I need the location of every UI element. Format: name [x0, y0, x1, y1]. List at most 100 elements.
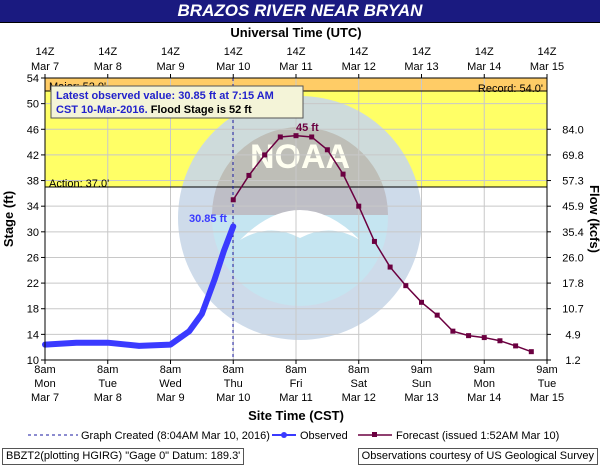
- hydrograph-chart: NOAA Major: 52.0' Record: 54.0' Action: …: [1, 25, 600, 442]
- forecast-point: [481, 335, 487, 341]
- noaa-seal-upper: [212, 127, 388, 215]
- observed-point: [199, 311, 205, 317]
- bottom-tick-day: Sun: [412, 378, 432, 390]
- bottom-tick-date: Mar 15: [530, 392, 564, 404]
- forecast-point: [403, 283, 409, 289]
- forecast-point: [387, 264, 393, 270]
- forecast-point: [450, 328, 456, 334]
- callout-line-1: Latest observed value: 30.85 ft at 7:15 …: [56, 90, 274, 102]
- top-tick-label: 14Z: [161, 46, 180, 58]
- observations-credit: Observations courtesy of US Geological S…: [357, 448, 598, 465]
- right-tick-label: 4.9: [565, 329, 580, 341]
- bottom-tick-date: Mar 9: [156, 392, 184, 404]
- bottom-tick-day: Tue: [98, 378, 117, 390]
- top-tick-date: Mar 8: [94, 61, 122, 73]
- left-tick-label: 54: [27, 73, 39, 85]
- datum-info: BBZT2(plotting HGIRG) "Gage 0" Datum: 18…: [2, 448, 245, 465]
- forecast-point: [246, 172, 252, 178]
- forecast-point: [324, 147, 330, 153]
- right-tick-label: 17.8: [562, 278, 583, 290]
- observed-value-label: 30.85 ft: [189, 213, 227, 225]
- left-tick-label: 26: [27, 252, 39, 264]
- top-tick-label: 14Z: [287, 46, 306, 58]
- bottom-tick-date: Mar 10: [216, 392, 250, 404]
- left-tick-label: 34: [27, 201, 39, 213]
- forecast-point: [371, 238, 377, 244]
- left-tick-label: 30: [27, 227, 39, 239]
- bottom-tick-day: Sat: [350, 378, 367, 390]
- bottom-tick-time: 9am: [474, 364, 495, 376]
- observed-point: [105, 340, 111, 346]
- legend-observed-label: Observed: [300, 430, 348, 442]
- top-tick-label: 14Z: [475, 46, 494, 58]
- forecast-point: [309, 134, 315, 140]
- legend-observed-marker: [281, 432, 287, 438]
- forecast-point: [434, 312, 440, 318]
- bottom-tick-time: 8am: [223, 364, 244, 376]
- bottom-tick-time: 8am: [348, 364, 369, 376]
- chart-title: BRAZOS RIVER NEAR BRYAN: [177, 1, 423, 20]
- forecast-series-line: [232, 134, 532, 353]
- top-axis-title: Universal Time (UTC): [230, 25, 361, 40]
- legend-created-label: Graph Created (8:04AM Mar 10, 2016): [81, 430, 270, 442]
- observed-series-line: [42, 223, 237, 349]
- right-tick-label: 45.9: [562, 201, 583, 213]
- left-tick-label: 14: [27, 329, 39, 341]
- bottom-tick-day: Mon: [34, 378, 55, 390]
- top-tick-label: 14Z: [224, 46, 243, 58]
- forecast-point: [497, 338, 503, 344]
- forecast-point: [528, 349, 534, 355]
- bottom-tick-date: Mar 14: [467, 392, 501, 404]
- left-axis-title: Stage (ft): [1, 191, 16, 247]
- top-tick-date: Mar 12: [342, 61, 376, 73]
- left-tick-label: 18: [27, 304, 39, 316]
- top-tick-date: Mar 14: [467, 61, 501, 73]
- top-tick-label: 14Z: [538, 46, 557, 58]
- bottom-tick-date: Mar 12: [342, 392, 376, 404]
- top-tick-label: 14Z: [98, 46, 117, 58]
- right-tick-label: 26.0: [562, 252, 583, 264]
- forecast-point: [419, 299, 424, 305]
- left-tick-label: 50: [27, 99, 39, 111]
- top-tick-date: Mar 9: [156, 61, 184, 73]
- noaa-seal-bird: [240, 210, 360, 240]
- observed-point: [230, 223, 236, 229]
- bottom-tick-date: Mar 7: [31, 392, 59, 404]
- forecast-point: [230, 197, 236, 203]
- bottom-tick-day: Wed: [159, 378, 181, 390]
- right-tick-label: 69.8: [562, 150, 583, 162]
- bottom-tick-day: Mon: [474, 378, 495, 390]
- forecast-point: [262, 152, 268, 158]
- right-tick-label: 57.3: [562, 176, 583, 188]
- forecast-point: [356, 203, 362, 209]
- observed-point: [168, 342, 173, 348]
- svg-text:CST 10-Mar-2016. Flood Stage i: CST 10-Mar-2016. Flood Stage is 52 ft: [56, 104, 252, 116]
- callout-line-2-date: CST 10-Mar-2016.: [56, 104, 148, 116]
- left-tick-label: 42: [27, 150, 39, 162]
- callout-line-2-flood: Flood Stage is 52 ft: [148, 104, 252, 116]
- forecast-point: [466, 333, 472, 339]
- bottom-tick-time: 9am: [411, 364, 432, 376]
- latest-value-callout: Latest observed value: 30.85 ft at 7:15 …: [50, 85, 304, 119]
- top-tick-label: 14Z: [36, 46, 55, 58]
- grid: [45, 78, 547, 360]
- observed-point: [221, 248, 227, 254]
- legend-forecast-marker: [372, 432, 377, 437]
- forecast-peak-label: 45 ft: [296, 122, 319, 134]
- bottom-tick-time: 9am: [536, 364, 557, 376]
- top-tick-date: Mar 10: [216, 61, 250, 73]
- record-label: Record: 54.0': [478, 83, 543, 95]
- bottom-tick-day: Thu: [224, 378, 243, 390]
- legend: Graph Created (8:04AM Mar 10, 2016) Obse…: [28, 430, 559, 442]
- right-tick-label: 35.4: [562, 227, 583, 239]
- observed-point: [136, 343, 142, 349]
- right-tick-label: 84.0: [562, 124, 583, 136]
- series-layer: [42, 133, 534, 355]
- observed-point: [73, 340, 79, 346]
- left-tick-label: 38: [27, 176, 39, 188]
- left-tick-label: 22: [27, 278, 39, 290]
- right-axis-title: Flow (kcfs): [587, 185, 600, 253]
- forecast-point: [293, 133, 299, 139]
- left-tick-label: 10: [27, 355, 39, 367]
- bottom-tick-time: 8am: [285, 364, 306, 376]
